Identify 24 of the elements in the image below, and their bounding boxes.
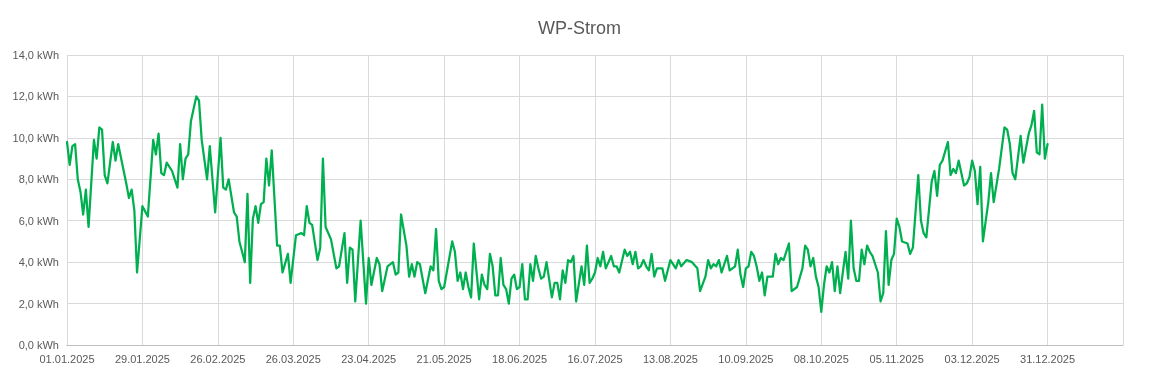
x-tick-label: 05.11.2025 xyxy=(869,352,924,365)
line-series xyxy=(65,95,1049,313)
x-tick-label: 31.12.2025 xyxy=(1020,352,1076,365)
x-tick-label: 16.07.2025 xyxy=(567,352,623,365)
y-tick-label: 2,0 kWh xyxy=(18,297,59,310)
y-tick-label: 14,0 kWh xyxy=(12,49,59,61)
chart-title: WP-Strom xyxy=(538,18,621,38)
x-tick-label: 26.03.2025 xyxy=(265,352,321,365)
x-tick-label: 01.01.2025 xyxy=(39,352,95,365)
x-tick-label: 13.08.2025 xyxy=(642,352,698,365)
x-tick-label: 03.12.2025 xyxy=(944,352,1000,365)
x-tick-label: 08.10.2025 xyxy=(793,352,849,365)
y-tick-label: 8,0 kWh xyxy=(18,173,59,186)
x-tick-label: 26.02.2025 xyxy=(190,352,246,365)
y-tick-label: 10,0 kWh xyxy=(12,131,59,144)
y-tick-label: 6,0 kWh xyxy=(18,214,59,227)
x-tick-label: 23.04.2025 xyxy=(341,352,397,365)
x-tick-label: 21.05.2025 xyxy=(416,352,472,365)
x-tick-label: 10.09.2025 xyxy=(718,352,774,365)
y-tick-label: 12,0 kWh xyxy=(12,90,59,103)
x-tick-label: 29.01.2025 xyxy=(114,352,170,365)
y-tick-label: 4,0 kWh xyxy=(18,256,59,269)
y-tick-label: 0,0 kWh xyxy=(18,339,59,351)
x-tick-label: 18.06.2025 xyxy=(492,352,548,365)
